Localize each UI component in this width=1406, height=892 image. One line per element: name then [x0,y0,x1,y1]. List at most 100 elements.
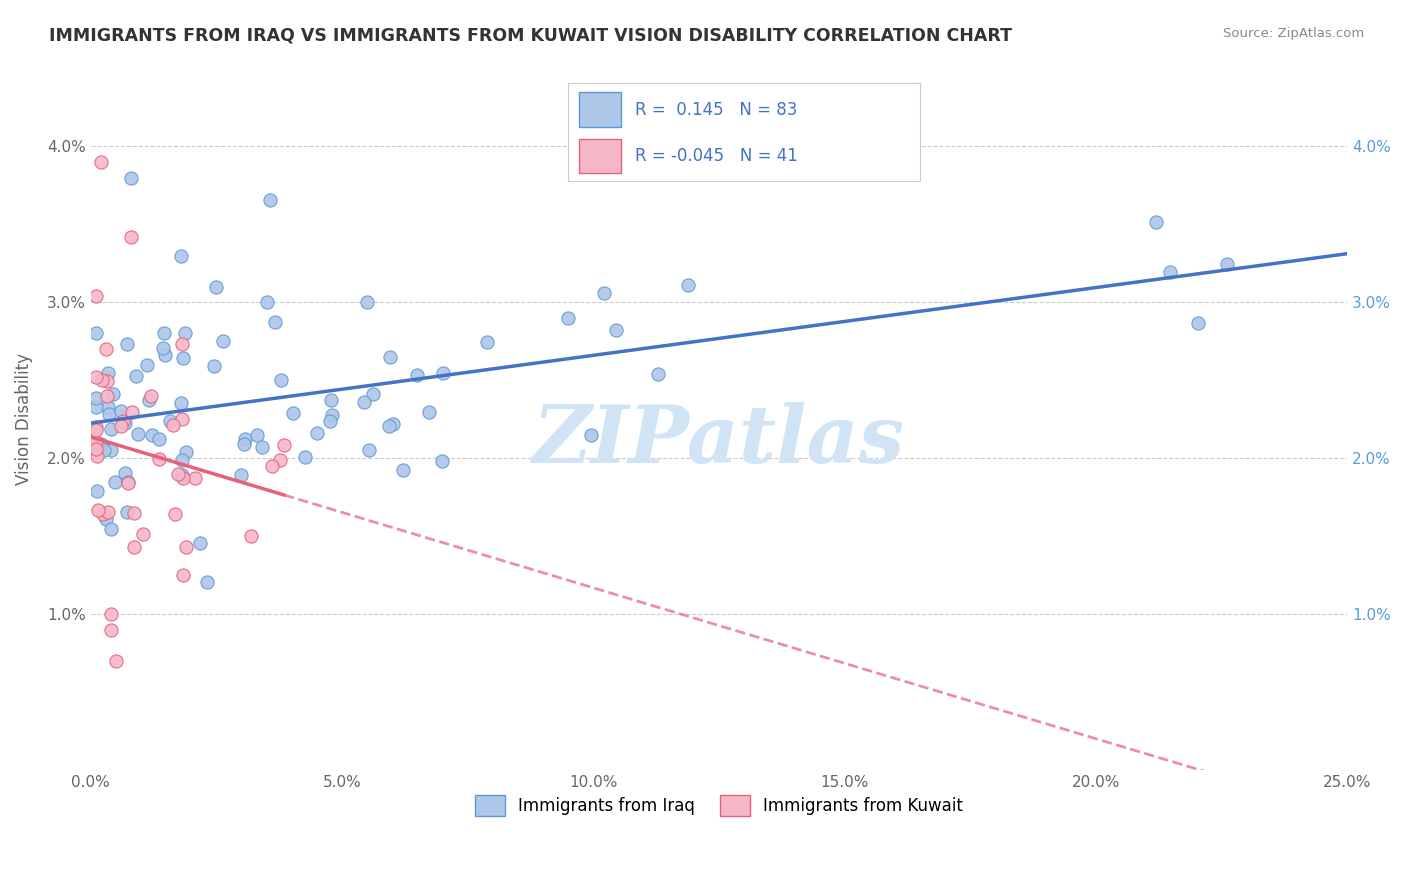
Text: Source: ZipAtlas.com: Source: ZipAtlas.com [1223,27,1364,40]
Point [250,440,273,454]
Point [84,423,107,437]
Point [86,449,108,463]
Point [172,467,194,482]
Point [270,372,292,386]
Point [195,574,218,589]
Point [259,193,281,207]
Point [172,470,194,484]
Point [173,326,195,340]
Point [148,432,170,446]
Point [84,400,107,414]
Point [163,508,186,522]
Point [122,506,145,520]
Point [172,336,194,351]
Point [430,454,453,468]
Point [188,536,211,550]
Point [94,342,117,356]
Point [125,369,148,384]
Point [97,505,120,519]
Point [162,418,184,433]
Point [170,412,193,426]
Point [136,359,159,373]
Point [167,467,190,481]
Point [110,418,132,433]
Point [432,366,454,380]
Point [593,285,616,300]
Point [418,404,440,418]
Point [84,288,107,302]
Point [305,425,328,440]
Point [124,540,146,554]
Point [202,359,225,373]
Point [377,418,399,433]
Point [256,295,278,310]
Point [100,523,122,537]
Point [294,450,316,464]
Point [97,400,120,414]
Point [114,416,136,430]
Point [205,279,228,293]
Point [170,395,193,409]
Point [84,392,107,406]
Point [86,484,108,499]
Point [120,230,142,244]
Point [100,422,122,436]
Point [212,334,235,348]
Point [112,414,135,428]
Point [233,432,256,446]
Point [1187,317,1209,331]
Point [382,417,405,432]
Text: ZIPatlas: ZIPatlas [533,401,905,479]
Point [676,277,699,292]
Point [357,442,380,457]
Point [94,512,117,526]
Point [91,507,114,521]
Point [174,444,197,458]
Point [353,395,375,409]
Point [183,471,205,485]
Point [232,436,254,450]
Point [104,654,127,668]
Point [96,374,118,388]
Point [361,387,384,401]
Point [172,568,194,582]
Point [138,393,160,408]
Point [84,419,107,434]
Point [98,408,121,422]
Text: IMMIGRANTS FROM IRAQ VS IMMIGRANTS FROM KUWAIT VISION DISABILITY CORRELATION CHA: IMMIGRANTS FROM IRAQ VS IMMIGRANTS FROM … [49,27,1012,45]
Point [131,527,153,541]
Point [260,459,283,474]
Point [115,505,138,519]
Point [84,442,107,456]
Point [159,414,181,428]
Point [647,367,669,381]
Point [90,437,112,451]
Point [93,443,115,458]
Point [321,408,343,422]
Point [141,389,163,403]
Point [229,467,252,482]
Point [240,529,263,543]
Point [117,475,139,490]
Point [114,466,136,480]
Point [172,452,194,467]
Point [170,249,193,263]
Point [273,438,295,452]
Point [319,414,342,428]
Point [141,427,163,442]
Point [406,368,429,383]
Point [117,476,139,491]
Point [148,452,170,467]
Legend: Immigrants from Iraq, Immigrants from Kuwait: Immigrants from Iraq, Immigrants from Ku… [467,787,972,825]
Point [264,315,287,329]
Point [172,351,194,365]
Point [84,369,107,384]
Point [84,435,107,450]
Point [269,453,291,467]
Point [101,386,124,401]
Point [155,348,177,362]
Point [90,373,112,387]
Point [152,341,174,355]
Point [391,463,413,477]
Point [90,155,112,169]
